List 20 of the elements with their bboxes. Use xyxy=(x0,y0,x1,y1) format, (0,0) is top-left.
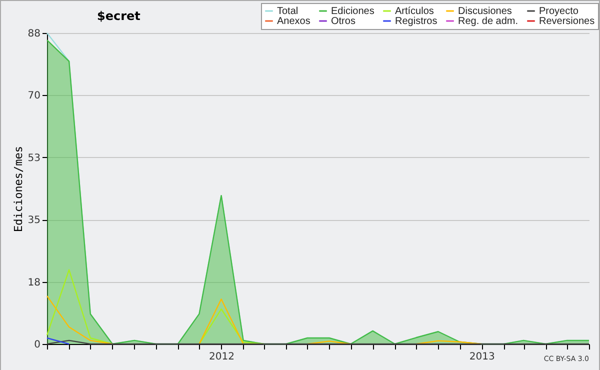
legend-label: Ediciones xyxy=(331,6,374,17)
legend-label: Proyecto xyxy=(539,6,579,17)
legend-label: Total xyxy=(277,6,298,17)
chart-title: $ecret xyxy=(97,9,140,23)
y-tick-label: 88 xyxy=(28,28,40,40)
legend-label: Anexos xyxy=(277,16,310,27)
legend-label: Otros xyxy=(331,16,356,27)
x-tick-label: 2013 xyxy=(469,352,495,362)
y-tick-label: 35 xyxy=(28,215,40,226)
x-tick-label: 2012 xyxy=(209,352,234,362)
y-tick-label: 53 xyxy=(28,152,40,164)
legend-label: Discusiones xyxy=(458,6,512,17)
legend-label: Registros xyxy=(395,16,438,27)
y-tick-label: 0 xyxy=(34,340,40,350)
y-tick-label: 18 xyxy=(28,277,40,288)
legend-label: Artículos xyxy=(395,6,434,17)
legend-label: Reversiones xyxy=(539,16,595,27)
y-axis-title: Ediciones/mes xyxy=(12,146,25,232)
y-tick-label: 70 xyxy=(28,90,40,102)
legend-label: Reg. de adm. xyxy=(458,16,518,27)
